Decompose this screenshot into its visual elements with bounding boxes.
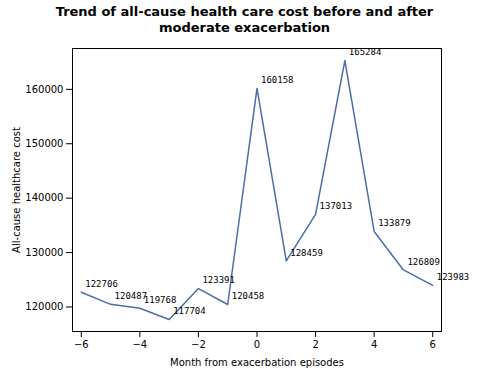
svg-text:160158: 160158 [261,75,294,85]
html-text:Trend of all-cause health care: Trend of all-cause health care cost befo… [55,4,434,35]
svg-text:128459: 128459 [290,248,323,258]
svg-text:123391: 123391 [202,275,235,285]
svg-text:2: 2 [312,339,318,350]
svg-text:0: 0 [254,339,260,350]
svg-text:165284: 165284 [349,47,382,57]
svg-text:126809: 126809 [407,257,440,267]
svg-text:137013: 137013 [320,201,353,211]
svg-text:133879: 133879 [378,218,411,228]
svg-text:150000: 150000 [25,138,63,149]
svg-text:120458: 120458 [232,291,265,301]
svg-text:130000: 130000 [25,247,63,258]
svg-text:117704: 117704 [173,306,206,316]
svg-text:All-cause healthcare cost: All-cause healthcare cost [11,127,22,253]
svg-text:160000: 160000 [25,84,63,95]
svg-text:−6: −6 [74,339,89,350]
svg-text:120487: 120487 [115,291,148,301]
svg-text:140000: 140000 [25,192,63,203]
svg-text:6: 6 [430,339,436,350]
svg-text:Month from exacerbation episod: Month from exacerbation episodes [170,357,344,368]
svg-text:4: 4 [371,339,377,350]
svg-text:−4: −4 [132,339,147,350]
svg-text:−2: −2 [191,339,206,350]
svg-text:123983: 123983 [437,272,470,282]
svg-text:119768: 119768 [144,295,177,305]
svg-text:120000: 120000 [25,301,63,312]
svg-text:122706: 122706 [85,279,118,289]
